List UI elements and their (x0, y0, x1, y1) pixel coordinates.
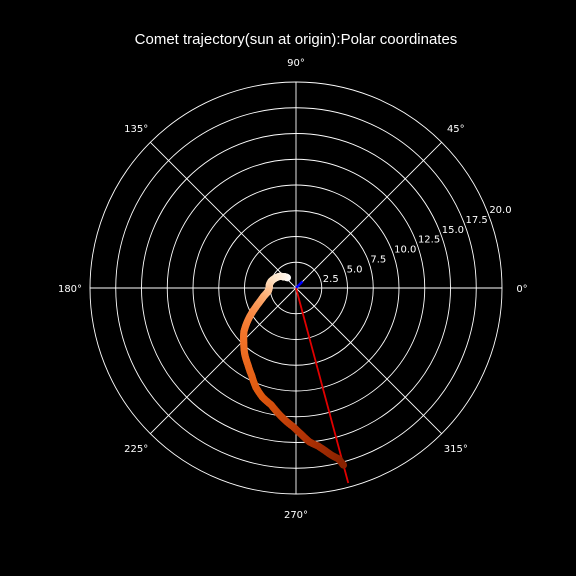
angular-gridline (150, 142, 297, 289)
angular-gridline (295, 142, 442, 289)
angular-gridline (150, 287, 297, 434)
position-vector (295, 287, 350, 484)
radial-tick-label: 20.0 (489, 205, 511, 216)
angular-tick-label: 315° (444, 444, 468, 455)
radial-tick-label: 10.0 (394, 245, 416, 256)
vector-layer (295, 280, 350, 484)
angular-tick-label: 135° (124, 124, 148, 135)
radial-tick-label: 2.5 (323, 274, 339, 285)
angular-tick-label: 0° (516, 284, 527, 295)
radial-tick-label: 12.5 (418, 235, 440, 246)
angular-tick-label: 225° (124, 444, 148, 455)
angular-tick-label: 90° (287, 58, 305, 69)
radial-tick-label: 17.5 (466, 215, 488, 226)
chart-title: Comet trajectory(sun at origin):Polar co… (135, 31, 458, 48)
radial-tick-label: 5.0 (347, 264, 363, 275)
radial-tick-label: 15.0 (442, 225, 464, 236)
trajectory-point (339, 461, 348, 469)
radial-tick-labels: 2.5 5.0 7.5 10.012.515.017.520.0 (323, 205, 512, 285)
sun-vector (295, 280, 304, 289)
radial-tick-label: 7.5 (370, 254, 386, 265)
angular-gridline (295, 287, 442, 434)
angular-tick-label: 270° (284, 510, 308, 521)
angular-tick-label: 180° (58, 284, 82, 295)
polar-grid (89, 81, 503, 495)
angular-tick-labels: 0° 45° 90° 135° 180° 225° 270° 315° (58, 58, 528, 521)
angular-tick-label: 45° (447, 124, 465, 135)
trajectory-series (240, 272, 348, 469)
